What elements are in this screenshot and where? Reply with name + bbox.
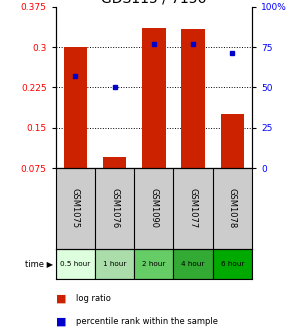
Bar [213, 249, 252, 279]
Bar [134, 249, 173, 279]
Bar [142, 28, 166, 168]
Text: GSM1090: GSM1090 [149, 188, 158, 228]
Text: 1 hour: 1 hour [103, 261, 126, 267]
Bar [173, 249, 213, 279]
Bar [181, 29, 205, 168]
Title: GDS115 / 7156: GDS115 / 7156 [101, 0, 207, 6]
Text: time ▶: time ▶ [25, 259, 53, 268]
Text: 4 hour: 4 hour [181, 261, 205, 267]
Text: ■: ■ [56, 294, 66, 304]
Text: GSM1078: GSM1078 [228, 188, 237, 228]
Bar [64, 47, 87, 168]
Text: log ratio: log ratio [76, 294, 111, 303]
Text: percentile rank within the sample: percentile rank within the sample [76, 317, 218, 326]
Bar [95, 249, 134, 279]
Text: 6 hour: 6 hour [221, 261, 244, 267]
Text: ■: ■ [56, 317, 66, 327]
Bar [221, 114, 244, 168]
Bar [56, 249, 95, 279]
Text: 0.5 hour: 0.5 hour [60, 261, 91, 267]
Text: GSM1077: GSM1077 [189, 188, 197, 228]
Bar [103, 157, 126, 168]
Text: 2 hour: 2 hour [142, 261, 166, 267]
Text: GSM1076: GSM1076 [110, 188, 119, 228]
Text: GSM1075: GSM1075 [71, 188, 80, 228]
